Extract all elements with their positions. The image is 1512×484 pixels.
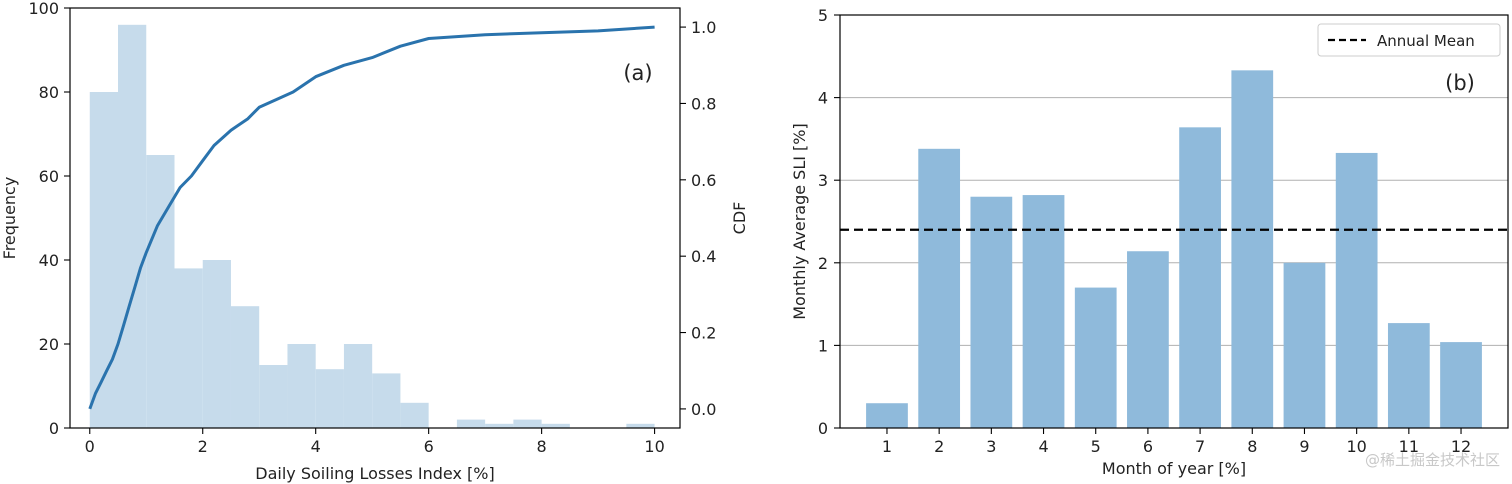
monthly-bar (1387, 323, 1430, 428)
x-tick-label-b: 1 (882, 437, 892, 456)
monthly-bar (1127, 251, 1169, 428)
y-tick-label-a: 0 (49, 419, 59, 438)
legend-box (1317, 23, 1501, 57)
axes-frame-a (69, 7, 681, 429)
x-tick-label-b: 7 (1195, 437, 1205, 456)
x-tick-label-b: 2 (934, 437, 944, 456)
x-tick-label-a: 4 (311, 437, 321, 456)
histogram-bar (174, 268, 203, 428)
y-tick-label-b: 2 (818, 254, 828, 273)
axes-frame-b (839, 14, 1509, 429)
y2-tick-label-a: 0.6 (691, 171, 716, 190)
y-axis-ticks-b: 0 1 2 3 4 5 (818, 6, 840, 438)
x-tick-label-b: 5 (1091, 437, 1101, 456)
monthly-bar (1231, 70, 1274, 428)
x-tick-label-b: 11 (1399, 437, 1419, 456)
y-tick-label-b: 5 (818, 6, 828, 25)
monthly-bar (970, 196, 1013, 428)
x-axis-ticks-a: 0 2 4 6 8 10 (85, 428, 665, 456)
y-tick-label-a: 100 (28, 0, 59, 18)
y2-tick-label-a: 0.0 (691, 400, 716, 419)
x-tick-label-a: 6 (424, 437, 434, 456)
panel-label-b: (b) (1445, 71, 1475, 95)
y-tick-label-a: 20 (39, 335, 59, 354)
x-tick-label-b: 6 (1143, 437, 1153, 456)
monthly-bar (1440, 342, 1482, 428)
histogram-bar (513, 419, 542, 428)
y-tick-label-a: 60 (39, 167, 59, 186)
histogram-bar (89, 92, 119, 428)
x-tick-label-b: 3 (986, 437, 996, 456)
histogram-bar (372, 373, 401, 428)
histogram-bar (259, 365, 288, 428)
x-tick-label-b: 10 (1346, 437, 1366, 456)
monthly-bar (1179, 127, 1221, 428)
x-tick-label-b: 12 (1451, 437, 1471, 456)
histogram-bar (343, 344, 373, 428)
histogram-bar (118, 24, 147, 429)
x-tick-label-a: 8 (537, 437, 547, 456)
monthly-bars (866, 70, 1482, 428)
y-axis-label-a: Frequency (0, 177, 19, 260)
x-tick-label-b: 8 (1247, 437, 1257, 456)
x-axis-label-a: Daily Soiling Losses Index [%] (255, 464, 494, 483)
y2-tick-label-a: 1.0 (691, 18, 716, 37)
legend-label-annual-mean: Annual Mean (1377, 32, 1475, 50)
histogram-bar (400, 402, 429, 428)
monthly-bar (1022, 195, 1065, 428)
x-tick-label-a: 0 (85, 437, 95, 456)
watermark: @稀土掘金技术社区 (1365, 451, 1500, 469)
histogram-bar (315, 369, 344, 428)
histogram-bar (541, 423, 570, 428)
histogram-bar (230, 306, 260, 428)
x-tick-label-b: 9 (1299, 437, 1309, 456)
panel-label-a: (a) (623, 61, 652, 85)
y2-tick-label-a: 0.2 (691, 324, 716, 343)
y-axis-label-b: Monthly Average SLI [%] (790, 123, 809, 320)
monthly-bar (866, 403, 908, 428)
y-tick-label-b: 1 (818, 336, 828, 355)
histogram-bar (202, 260, 231, 428)
histogram-bar (626, 423, 655, 428)
monthly-bar (1074, 287, 1117, 428)
x-tick-label-a: 10 (644, 437, 664, 456)
y-axis-ticks-a: 0 20 40 60 80 100 (28, 0, 70, 438)
y2-axis-label-a: CDF (730, 202, 749, 235)
x-axis-ticks-b: 1 2 3 4 5 6 7 8 9 10 11 12 (882, 428, 1471, 456)
histogram-bars (89, 24, 655, 429)
y-tick-label-b: 4 (818, 89, 828, 108)
y2-tick-label-a: 0.4 (691, 247, 716, 266)
y-tick-label-b: 0 (818, 419, 828, 438)
y-tick-label-b: 3 (818, 171, 828, 190)
x-tick-label-b: 4 (1038, 437, 1048, 456)
x-tick-label-a: 2 (198, 437, 208, 456)
monthly-bar (1335, 152, 1378, 428)
legend: Annual Mean (1317, 23, 1501, 57)
x-axis-label-b: Month of year [%] (1102, 459, 1246, 478)
y-tick-label-a: 80 (39, 83, 59, 102)
y2-tick-label-a: 0.8 (691, 94, 716, 113)
y2-axis-ticks-a: 0.0 0.2 0.4 0.6 0.8 1.0 (680, 18, 716, 419)
monthly-bar (1283, 262, 1326, 428)
histogram-bar (146, 155, 175, 428)
monthly-bar (918, 148, 961, 428)
y-tick-label-a: 40 (39, 251, 59, 270)
histogram-bar (287, 344, 316, 428)
cdf-line (88, 25, 655, 410)
histogram-bar (456, 419, 486, 428)
histogram-bar (485, 423, 514, 428)
